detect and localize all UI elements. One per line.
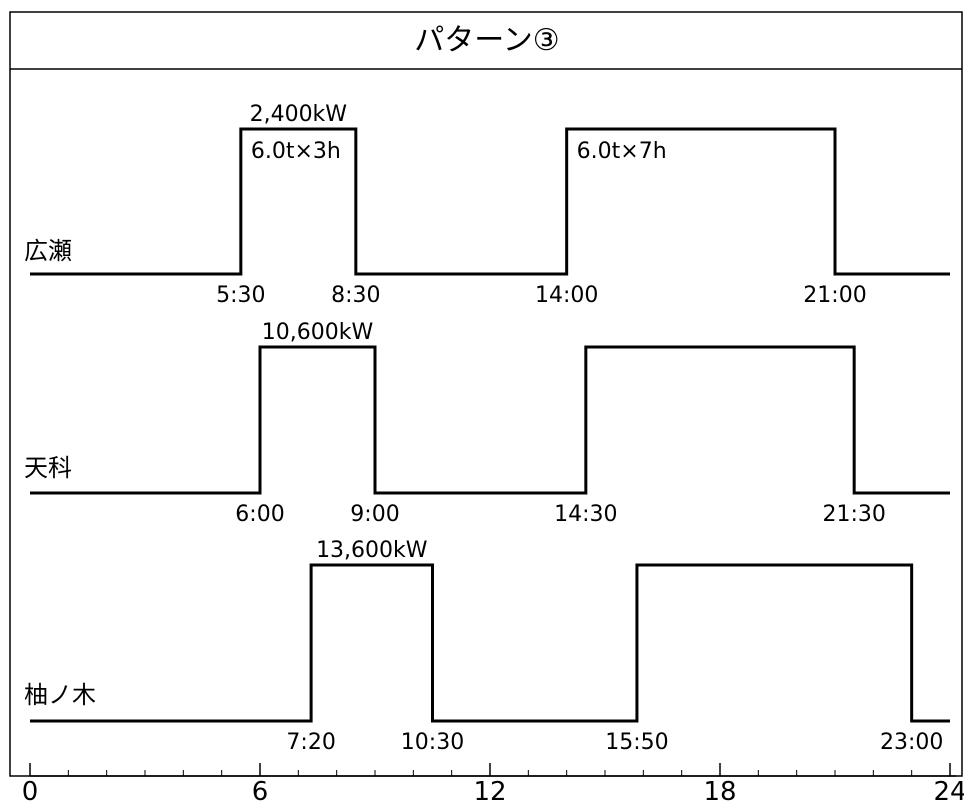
series-row: 天科 6:00 9:00 14:30 21:30 10,600kW <box>24 320 950 527</box>
power-label: 2,400kW <box>250 102 348 127</box>
power-label: 13,600kW <box>316 538 428 563</box>
series-waveform <box>30 345 950 495</box>
power-label: 10,600kW <box>262 320 374 345</box>
series-row: 広瀬 5:30 8:30 14:00 21:00 2,400kW 6.0t×3h 6.0t×7… <box>24 102 950 308</box>
series-waveform <box>30 563 950 723</box>
time-label: 14:30 <box>554 502 617 527</box>
chart-title: パターン③ <box>414 23 559 58</box>
chart-border <box>9 11 963 777</box>
fuel-label: 6.0t×7h <box>577 139 667 164</box>
series-group: 広瀬 5:30 8:30 14:00 21:00 2,400kW 6.0t×3h 6.0t×7… <box>24 102 950 755</box>
time-label: 9:00 <box>350 502 399 527</box>
series-row: 柚ノ木 7:20 10:30 15:50 23:00 13,600kW <box>24 538 950 755</box>
x-tick-label: 24 <box>933 777 964 804</box>
series-label: 広瀬 <box>24 237 72 265</box>
x-tick-label: 6 <box>252 777 269 804</box>
fuel-label: 6.0t×3h <box>251 139 341 164</box>
time-label: 23:00 <box>880 730 943 755</box>
time-label: 14:00 <box>535 283 598 308</box>
time-label: 6:00 <box>235 502 284 527</box>
time-label: 21:00 <box>803 283 866 308</box>
series-label: 柚ノ木 <box>24 681 96 709</box>
series-label: 天科 <box>24 454 72 482</box>
x-tick-label: 0 <box>22 777 39 804</box>
x-tick-label: 12 <box>473 777 506 804</box>
time-label: 21:30 <box>822 502 885 527</box>
x-axis: 0 6 12 18 24 <box>22 763 964 804</box>
time-label: 8:30 <box>331 283 380 308</box>
time-label: 5:30 <box>216 283 265 308</box>
time-label: 7:20 <box>286 730 335 755</box>
x-tick-label: 18 <box>703 777 736 804</box>
time-label: 15:50 <box>605 730 668 755</box>
series-waveform <box>30 127 950 276</box>
time-label: 10:30 <box>401 730 464 755</box>
